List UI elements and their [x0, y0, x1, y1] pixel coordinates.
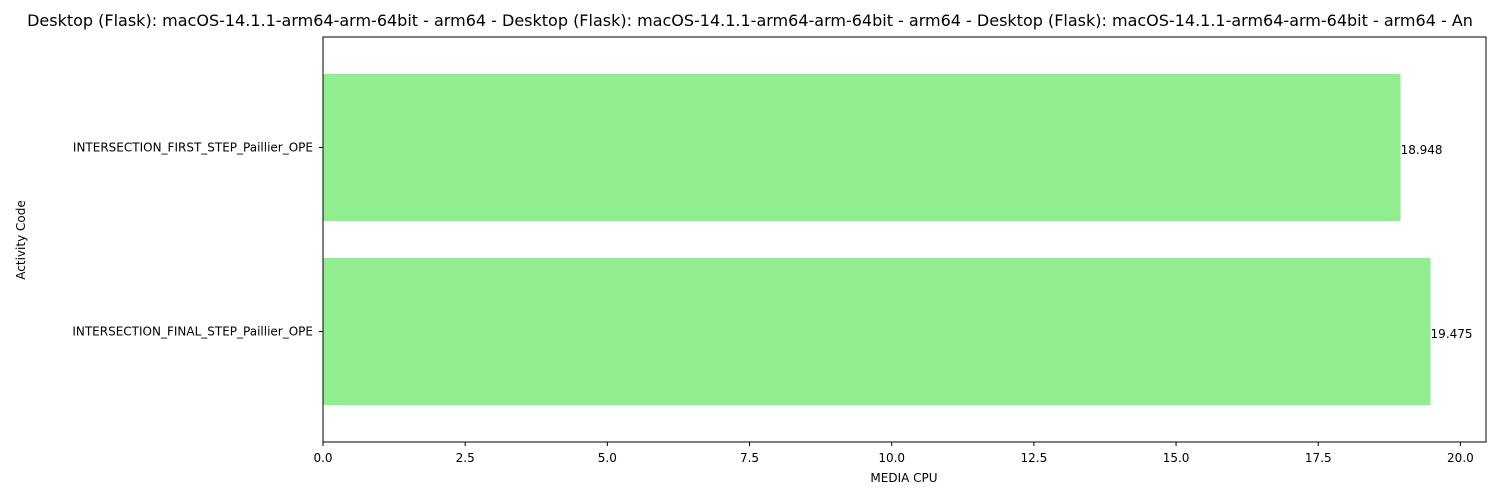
- y-axis-label: Activity Code: [14, 200, 28, 279]
- bar-1: [323, 73, 1401, 222]
- x-axis-label: MEDIA CPU: [870, 471, 937, 485]
- x-tick-label-3: 5.0: [598, 451, 617, 465]
- x-tick-label-1: 0.0: [313, 451, 332, 465]
- chart-title: Desktop (Flask): macOS-14.1.1-arm64-arm-…: [27, 11, 1473, 30]
- x-tick-label-9: 20.0: [1447, 451, 1474, 465]
- value-label-1: 18.948: [1401, 143, 1443, 157]
- x-tick-label-4: 7.5: [740, 451, 759, 465]
- y-tick-label-1: INTERSECTION_FIRST_STEP_Paillier_OPE: [73, 140, 313, 154]
- plot-frame: [322, 36, 1487, 443]
- value-label-2: 19.475: [1431, 327, 1473, 341]
- x-tick-label-6: 12.5: [1021, 451, 1048, 465]
- y-tick-label-2: INTERSECTION_FINAL_STEP_Paillier_OPE: [72, 325, 313, 339]
- x-tick-label-8: 17.5: [1305, 451, 1332, 465]
- bar-2: [323, 257, 1431, 406]
- x-tick-label-2: 2.5: [456, 451, 475, 465]
- x-tick-label-5: 10.0: [878, 451, 905, 465]
- x-tick-label-7: 15.0: [1163, 451, 1190, 465]
